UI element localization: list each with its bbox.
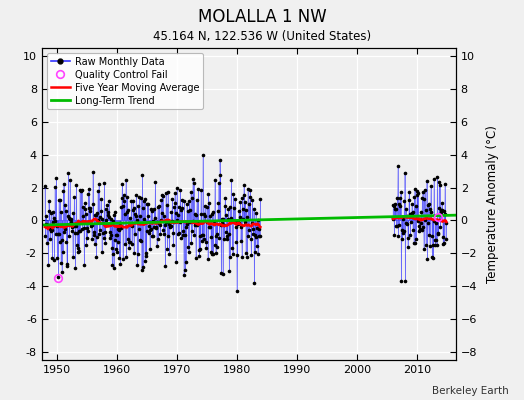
- Legend: Raw Monthly Data, Quality Control Fail, Five Year Moving Average, Long-Term Tren: Raw Monthly Data, Quality Control Fail, …: [47, 53, 203, 109]
- Text: MOLALLA 1 NW: MOLALLA 1 NW: [198, 8, 326, 26]
- Y-axis label: Temperature Anomaly (°C): Temperature Anomaly (°C): [486, 125, 498, 283]
- Text: Berkeley Earth: Berkeley Earth: [432, 386, 508, 396]
- Text: 45.164 N, 122.536 W (United States): 45.164 N, 122.536 W (United States): [153, 30, 371, 43]
